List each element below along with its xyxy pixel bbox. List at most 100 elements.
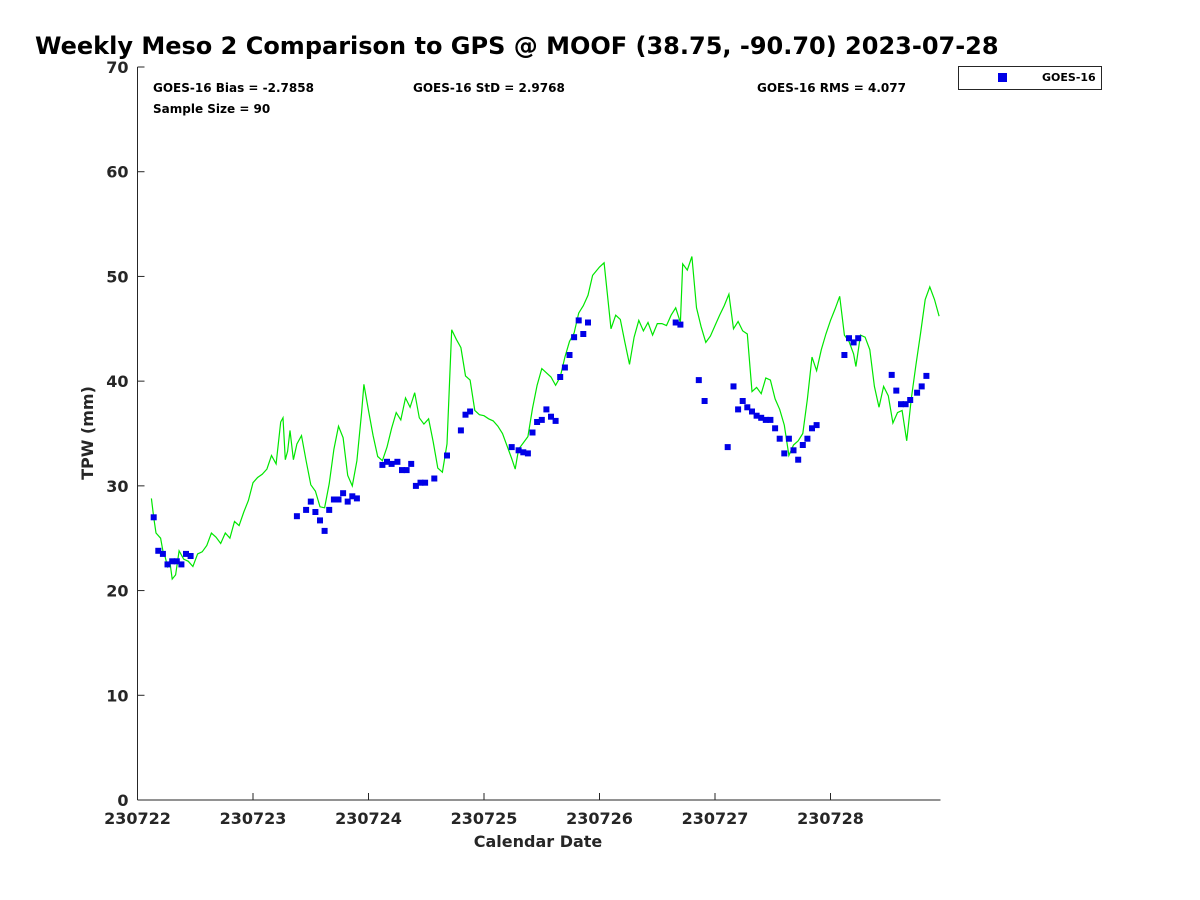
y-tick-label: 70 <box>106 58 128 77</box>
goes16-point <box>538 416 545 423</box>
y-tick-label: 40 <box>106 372 128 391</box>
goes16-point <box>344 498 351 505</box>
y-tick-label: 30 <box>106 477 128 496</box>
goes16-point <box>776 435 783 442</box>
goes16-point <box>575 317 582 324</box>
goes16-point <box>444 452 450 459</box>
goes16-point <box>330 496 337 503</box>
goes16-point <box>321 527 328 534</box>
goes16-point <box>169 558 176 565</box>
goes16-point <box>394 458 401 465</box>
legend-marker-square <box>998 73 1007 82</box>
goes16-point <box>749 408 755 415</box>
goes16-point <box>672 319 679 326</box>
goes16-point <box>164 561 171 568</box>
goes16-point <box>534 419 541 425</box>
goes16-point <box>923 372 930 379</box>
goes16-point <box>855 335 862 342</box>
goes16-point <box>846 335 852 342</box>
goes16-point <box>907 397 914 403</box>
goes16-point <box>388 460 395 467</box>
legend: GOES-16 <box>958 66 1102 90</box>
goes16-point <box>173 558 180 565</box>
goes16-point <box>508 444 515 451</box>
goes16-point <box>841 352 848 358</box>
goes16-point <box>183 550 189 557</box>
goes16-point <box>902 401 909 408</box>
goes16-point <box>515 447 522 454</box>
goes16-point <box>155 547 162 554</box>
goes16-point <box>701 398 708 404</box>
x-tick-label: 230723 <box>220 809 287 828</box>
goes16-point <box>893 387 900 394</box>
x-axis-ticks: 230722 230723 230724 230725 230726 230727 2307… <box>104 793 864 828</box>
goes16-point <box>898 401 904 408</box>
goes16-point <box>735 406 742 413</box>
goes16-point <box>408 460 415 467</box>
goes16-point <box>326 506 333 513</box>
goes16-point <box>561 364 568 371</box>
goes16-point <box>422 479 429 486</box>
goes16-point <box>524 450 531 457</box>
goes16-point <box>543 406 550 413</box>
goes16-point <box>888 371 895 378</box>
goes16-point <box>571 334 578 341</box>
goes16-point <box>412 482 419 489</box>
x-tick-label: 230728 <box>797 809 864 828</box>
goes16-point <box>178 561 185 568</box>
goes16-point <box>566 352 573 358</box>
goes16-point <box>850 339 857 346</box>
gps-line-series <box>150 256 940 581</box>
y-tick-label: 20 <box>106 582 128 601</box>
goes16-point <box>548 413 554 420</box>
goes16-point <box>781 450 788 457</box>
goes16-point <box>724 444 731 451</box>
goes16-point <box>529 429 536 436</box>
goes16-point <box>914 389 921 396</box>
goes16-point <box>580 331 587 337</box>
goes16-point <box>767 416 774 423</box>
goes16-point <box>399 467 405 474</box>
stat-rms: GOES-16 RMS = 4.077 <box>757 81 906 95</box>
stat-std: GOES-16 StD = 2.9768 <box>413 81 565 95</box>
goes16-point <box>520 449 527 456</box>
goes16-point <box>293 513 300 520</box>
goes16-point <box>417 479 424 486</box>
goes16-point <box>804 435 811 442</box>
plot-area <box>137 67 941 800</box>
goes16-point <box>799 442 806 448</box>
goes16-point <box>744 404 751 411</box>
goes16-point <box>762 416 769 423</box>
stat-bias: GOES-16 Bias = -2.7858 <box>153 81 314 95</box>
stat-sample-size: Sample Size = 90 <box>153 102 270 116</box>
gps-tpw-line <box>150 256 940 581</box>
goes16-point <box>403 467 410 474</box>
x-tick-label: 230727 <box>682 809 749 828</box>
y-tick-label: 10 <box>106 686 128 705</box>
goes16-point <box>384 458 390 465</box>
goes16-point <box>303 506 310 513</box>
goes16-point <box>159 550 166 557</box>
goes16-point <box>187 553 194 559</box>
goes16-point <box>785 435 792 442</box>
goes16-point <box>312 509 319 515</box>
x-axis-label: Calendar Date <box>474 832 603 851</box>
y-tick-label: 50 <box>106 267 128 286</box>
goes16-point <box>795 456 802 463</box>
legend-box <box>958 66 1102 90</box>
goes16-point <box>431 475 438 482</box>
x-tick-label: 230724 <box>335 809 402 828</box>
goes16-point <box>918 383 925 390</box>
goes16-point <box>349 493 356 500</box>
chart-title: Weekly Meso 2 Comparison to GPS @ MOOF (… <box>35 32 999 60</box>
goes16-point <box>730 383 737 390</box>
y-axis-ticks: 0 10 20 30 40 50 60 70 <box>106 58 145 810</box>
goes16-point <box>552 417 559 424</box>
goes16-point <box>813 422 820 429</box>
goes16-point <box>467 408 474 415</box>
goes16-point <box>790 447 797 454</box>
goes16-point <box>758 414 765 421</box>
goes16-point <box>753 412 760 419</box>
goes16-point <box>457 427 464 434</box>
